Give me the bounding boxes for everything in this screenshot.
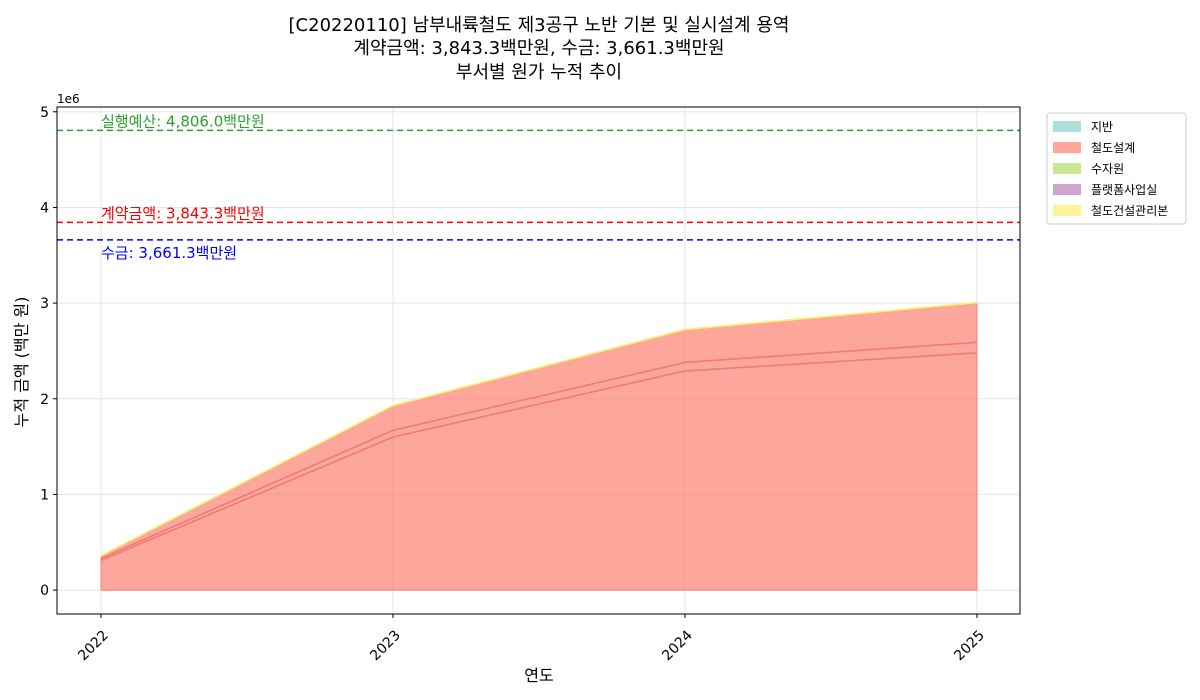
area-series-4 (100, 301, 978, 557)
legend-swatch (1053, 121, 1081, 132)
legend-entry: 철도설계 (1091, 141, 1135, 155)
y-axis-label: 누적 금액 (백만 원) (12, 297, 31, 428)
chart-title-line-1: [C20220110] 남부내륙철도 제3공구 노반 기본 및 실시설계 용역 (289, 15, 790, 36)
inner-line-1 (100, 352, 978, 562)
chart-title-line-3: 부서별 원가 누적 추이 (456, 62, 622, 83)
legend-entry: 철도건설관리본 (1091, 204, 1168, 218)
x-tick-label: 2024 (659, 627, 696, 664)
x-tick-label: 2023 (367, 628, 404, 665)
reference-label-1: 계약금액: 3,843.3백만원 (101, 204, 265, 222)
legend-entry: 지반 (1091, 120, 1113, 134)
x-tick-label: 2022 (75, 628, 112, 665)
legend-box (1046, 112, 1187, 225)
legend-entry: 수자원 (1091, 162, 1124, 176)
y-tick-label: 0 (40, 583, 49, 599)
y-axis-scale-label: 1e6 (57, 92, 80, 106)
x-tick-label: 2025 (951, 628, 988, 665)
plot-frame (56, 106, 1021, 615)
reference-label-2: 수금: 3,661.3백만원 (101, 244, 237, 262)
y-tick-label: 1 (40, 487, 49, 503)
reference-label-0: 실행예산: 4,806.0백만원 (101, 112, 265, 130)
y-tick-label: 3 (40, 296, 49, 312)
legend-swatch (1053, 205, 1081, 216)
legend-swatch (1053, 184, 1081, 195)
x-axis-label: 연도 (524, 666, 553, 685)
chart-title: [C20220110] 남부내륙철도 제3공구 노반 기본 및 실시설계 용역 … (289, 15, 790, 83)
legend-entry: 플랫폼사업실 (1091, 183, 1157, 197)
y-tick-label: 4 (40, 200, 49, 216)
legend-swatch (1053, 163, 1081, 174)
legend-swatch (1053, 142, 1081, 153)
y-tick-label: 2 (40, 392, 49, 408)
inner-line-0 (100, 341, 978, 560)
chart-title-line-2: 계약금액: 3,843.3백만원, 수금: 3,661.3백만원 (353, 38, 724, 59)
y-tick-label: 5 (40, 105, 49, 121)
